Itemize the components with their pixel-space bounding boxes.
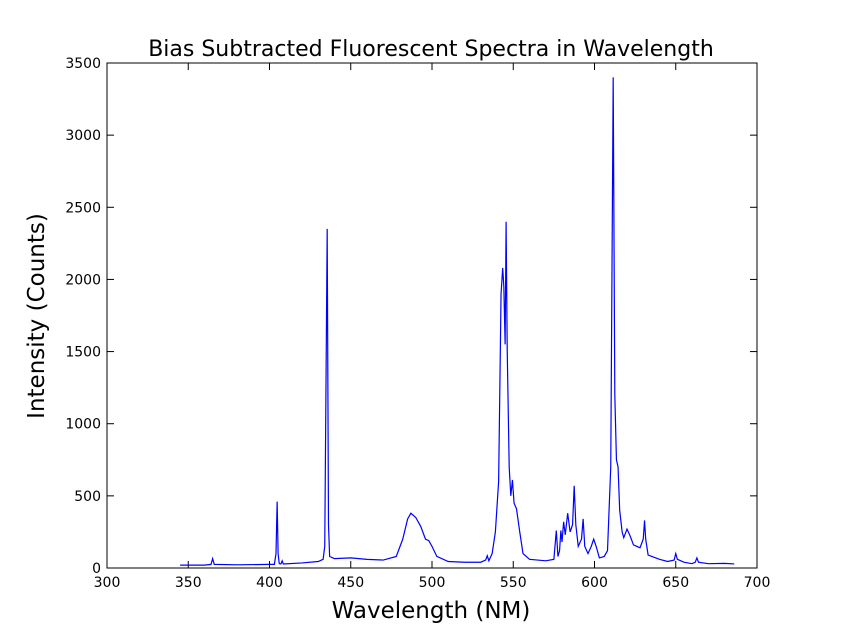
y-axis-label: Intensity (Counts) — [24, 213, 50, 419]
x-tick-label: 600 — [581, 575, 608, 591]
x-tick-label: 450 — [337, 575, 364, 591]
y-tick-label: 2500 — [65, 200, 101, 216]
x-tick-label: 400 — [256, 575, 283, 591]
y-tick-label: 3000 — [65, 128, 101, 144]
y-tick-label: 2000 — [65, 272, 101, 288]
y-tick-label: 1500 — [65, 345, 101, 361]
y-tick-label: 0 — [92, 561, 101, 577]
x-tick-label: 650 — [662, 575, 689, 591]
y-tick-label: 1000 — [65, 417, 101, 433]
spectrum-line — [180, 77, 735, 566]
y-tick-label: 3500 — [65, 56, 101, 72]
plot-frame — [106, 62, 758, 569]
chart-title: Bias Subtracted Fluorescent Spectra in W… — [148, 37, 714, 62]
x-tick-label: 550 — [500, 575, 527, 591]
x-axis-label: Wavelength (NM) — [332, 598, 531, 624]
x-tick-label: 500 — [419, 575, 446, 591]
x-tick-label: 350 — [175, 575, 202, 591]
y-tick-label: 500 — [74, 489, 101, 505]
x-tick-label: 300 — [94, 575, 121, 591]
x-tick-label: 700 — [744, 575, 771, 591]
